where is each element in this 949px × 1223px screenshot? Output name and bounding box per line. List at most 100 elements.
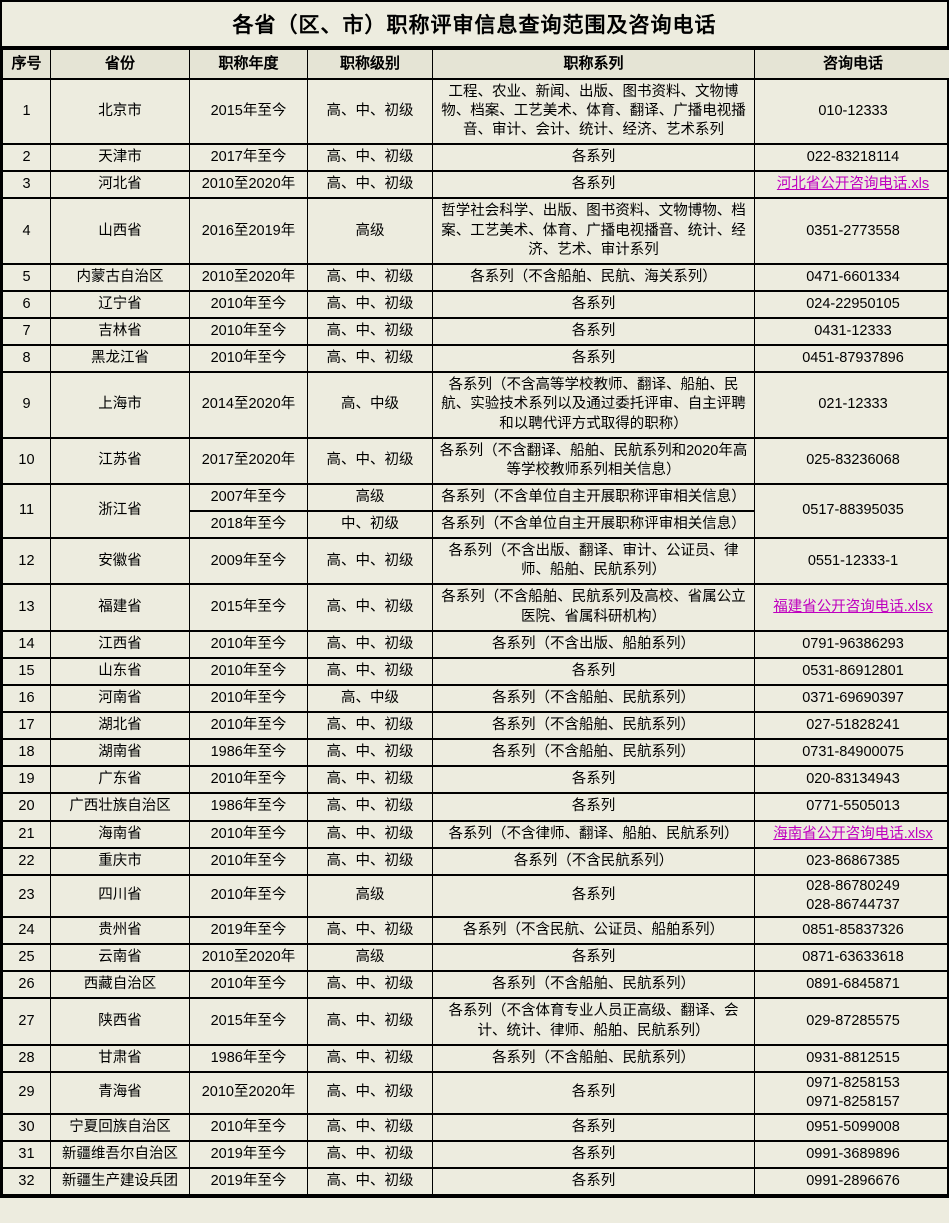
cell-phone: 0991-3689896	[754, 1140, 949, 1170]
cell-row-number: 1	[2, 77, 51, 146]
cell-level: 高、中、初级	[307, 738, 433, 768]
cell-row-number: 10	[2, 436, 51, 485]
cell-phone: 020-83134943	[754, 765, 949, 795]
cell-level: 高级	[307, 873, 433, 919]
cell-province: 重庆市	[50, 846, 190, 876]
cell-phone: 0351-2773558	[754, 197, 949, 265]
cell-series: 各系列	[432, 1070, 755, 1116]
cell-phone: 023-86867385	[754, 846, 949, 876]
table-row: 4 山西省 2016至2019年 高级 哲学社会科学、出版、图书资料、文物博物、档案、工…	[2, 197, 949, 265]
cell-series: 各系列（不含高等学校教师、翻译、船舶、民航、实验技术系列以及通过委托评审、自主评…	[432, 371, 755, 439]
cell-year: 2015年至今	[189, 583, 308, 632]
cell-level: 高、中、初级	[307, 819, 433, 849]
table-row: 29 青海省 2010至2020年 高、中、初级 各系列 0971-8258153 097…	[2, 1070, 949, 1116]
cell-year: 2018年至今	[189, 510, 308, 540]
cell-level: 高、中、初级	[307, 916, 433, 946]
cell-phone: 0431-12333	[754, 317, 949, 347]
cell-series: 各系列	[432, 344, 755, 374]
cell-phone: 0791-96386293	[754, 629, 949, 659]
cell-series: 各系列	[432, 1113, 755, 1143]
table-row: 3 河北省 2010至2020年 高、中、初级 各系列 河北省公开咨询电话.xls	[2, 170, 949, 200]
cell-row-number: 9	[2, 371, 51, 439]
table-row: 22 重庆市 2010年至今 高、中、初级 各系列（不含民航系列） 023-8686738…	[2, 846, 949, 876]
cell-phone: 0531-86912801	[754, 656, 949, 686]
cell-row-number: 14	[2, 629, 51, 659]
table-row: 19 广东省 2010年至今 高、中、初级 各系列 020-83134943	[2, 765, 949, 795]
cell-province: 安徽省	[50, 537, 190, 586]
cell-phone: 029-87285575	[754, 997, 949, 1046]
cell-row-number: 22	[2, 846, 51, 876]
cell-level: 高、中、初级	[307, 1070, 433, 1116]
cell-series: 各系列（不含船舶、民航、海关系列）	[432, 262, 755, 292]
cell-row-number: 6	[2, 289, 51, 320]
cell-row-number: 12	[2, 537, 51, 586]
cell-series: 各系列（不含船舶、民航系列及高校、省属公立医院、省属科研机构）	[432, 583, 755, 632]
table-row: 2018年至今 中、初级 各系列（不含单位自主开展职称评审相关信息）	[3, 510, 949, 540]
cell-level: 高、中、初级	[307, 629, 433, 659]
cell-year: 2010至2020年	[189, 943, 308, 973]
column-header: 省份	[50, 48, 190, 80]
cell-series: 各系列	[432, 656, 755, 686]
phone-link[interactable]: 福建省公开咨询电话.xlsx	[773, 598, 933, 615]
table-row: 14 江西省 2010年至今 高、中、初级 各系列（不含出版、船舶系列） 0791-963…	[2, 629, 949, 659]
cell-series: 哲学社会科学、出版、图书资料、文物博物、档案、工艺美术、体育、广播电视播音、统计…	[432, 197, 755, 265]
cell-series: 各系列（不含船舶、民航系列）	[432, 683, 755, 714]
cell-phone: 024-22950105	[754, 289, 949, 320]
cell-level: 高、中、初级	[307, 970, 433, 1000]
column-header: 咨询电话	[754, 48, 949, 80]
page-title: 各省（区、市）职称评审信息查询范围及咨询电话	[2, 2, 947, 48]
cell-row-number: 27	[2, 997, 51, 1046]
cell-phone: 022-83218114	[754, 143, 949, 173]
cell-year: 2016至2019年	[189, 197, 308, 265]
cell-province: 青海省	[50, 1070, 190, 1116]
cell-phone: 0891-6845871	[754, 970, 949, 1000]
cell-series: 各系列	[432, 143, 755, 173]
cell-phone: 0471-6601334	[754, 262, 949, 292]
cell-phone: 福建省公开咨询电话.xlsx	[754, 583, 949, 632]
cell-row-number: 5	[2, 262, 51, 292]
column-header: 序号	[2, 48, 51, 80]
table-row: 26 西藏自治区 2010年至今 高、中、初级 各系列（不含船舶、民航系列） 0891-6…	[2, 970, 949, 1000]
cell-row-number: 21	[2, 819, 51, 849]
cell-level: 高、中、初级	[307, 765, 433, 795]
cell-series: 各系列（不含船舶、民航系列）	[432, 1043, 755, 1073]
table-body: 1 北京市 2015年至今 高、中、初级 工程、农业、新闻、出版、图书资料、文物博物、档…	[2, 77, 949, 1197]
cell-series: 各系列（不含出版、翻译、审计、公证员、律师、船舶、民航系列）	[432, 537, 755, 586]
phone-link[interactable]: 河北省公开咨询电话.xls	[776, 176, 930, 193]
table-row: 8 黑龙江省 2010年至今 高、中、初级 各系列 0451-87937896	[2, 344, 949, 374]
cell-row-number: 16	[2, 683, 51, 714]
cell-year: 2010年至今	[189, 1113, 308, 1143]
cell-row-number: 19	[2, 765, 51, 795]
cell-year: 2019年至今	[189, 1140, 308, 1170]
cell-series: 工程、农业、新闻、出版、图书资料、文物博物、档案、工艺美术、体育、翻译、广播电视…	[432, 77, 755, 146]
cell-series: 各系列（不含船舶、民航系列）	[432, 738, 755, 768]
cell-province: 新疆生产建设兵团	[50, 1167, 190, 1197]
cell-year: 1986年至今	[189, 738, 308, 768]
cell-level: 高、中、初级	[307, 846, 433, 876]
cell-province: 江西省	[50, 629, 190, 659]
cell-year: 1986年至今	[189, 1043, 308, 1073]
cell-province: 北京市	[50, 77, 190, 146]
cell-level: 高、中、初级	[307, 317, 433, 347]
cell-year: 2010至2020年	[189, 262, 308, 292]
cell-province: 浙江省	[50, 482, 190, 540]
cell-row-number: 26	[2, 970, 51, 1000]
cell-province: 河北省	[50, 170, 190, 200]
cell-year: 2010年至今	[189, 873, 308, 919]
cell-row-number: 28	[2, 1043, 51, 1073]
cell-row-number: 4	[2, 197, 51, 265]
cell-year: 2014至2020年	[189, 371, 308, 439]
table-row: 7 吉林省 2010年至今 高、中、初级 各系列 0431-12333	[2, 317, 949, 347]
cell-province: 四川省	[50, 873, 190, 919]
phone-link[interactable]: 海南省公开咨询电话.xlsx	[773, 825, 933, 842]
cell-level: 高、中、初级	[307, 997, 433, 1046]
cell-phone: 0451-87937896	[754, 344, 949, 374]
cell-level: 高、中、初级	[307, 537, 433, 586]
cell-phone: 0871-63633618	[754, 943, 949, 973]
cell-series: 各系列（不含律师、翻译、船舶、民航系列）	[432, 819, 755, 849]
cell-phone: 海南省公开咨询电话.xlsx	[754, 819, 949, 849]
cell-phone: 0851-85837326	[754, 916, 949, 946]
cell-province: 上海市	[50, 371, 190, 439]
cell-series: 各系列	[432, 1167, 755, 1197]
table-row: 13 福建省 2015年至今 高、中、初级 各系列（不含船舶、民航系列及高校、省属公立医…	[2, 583, 949, 632]
